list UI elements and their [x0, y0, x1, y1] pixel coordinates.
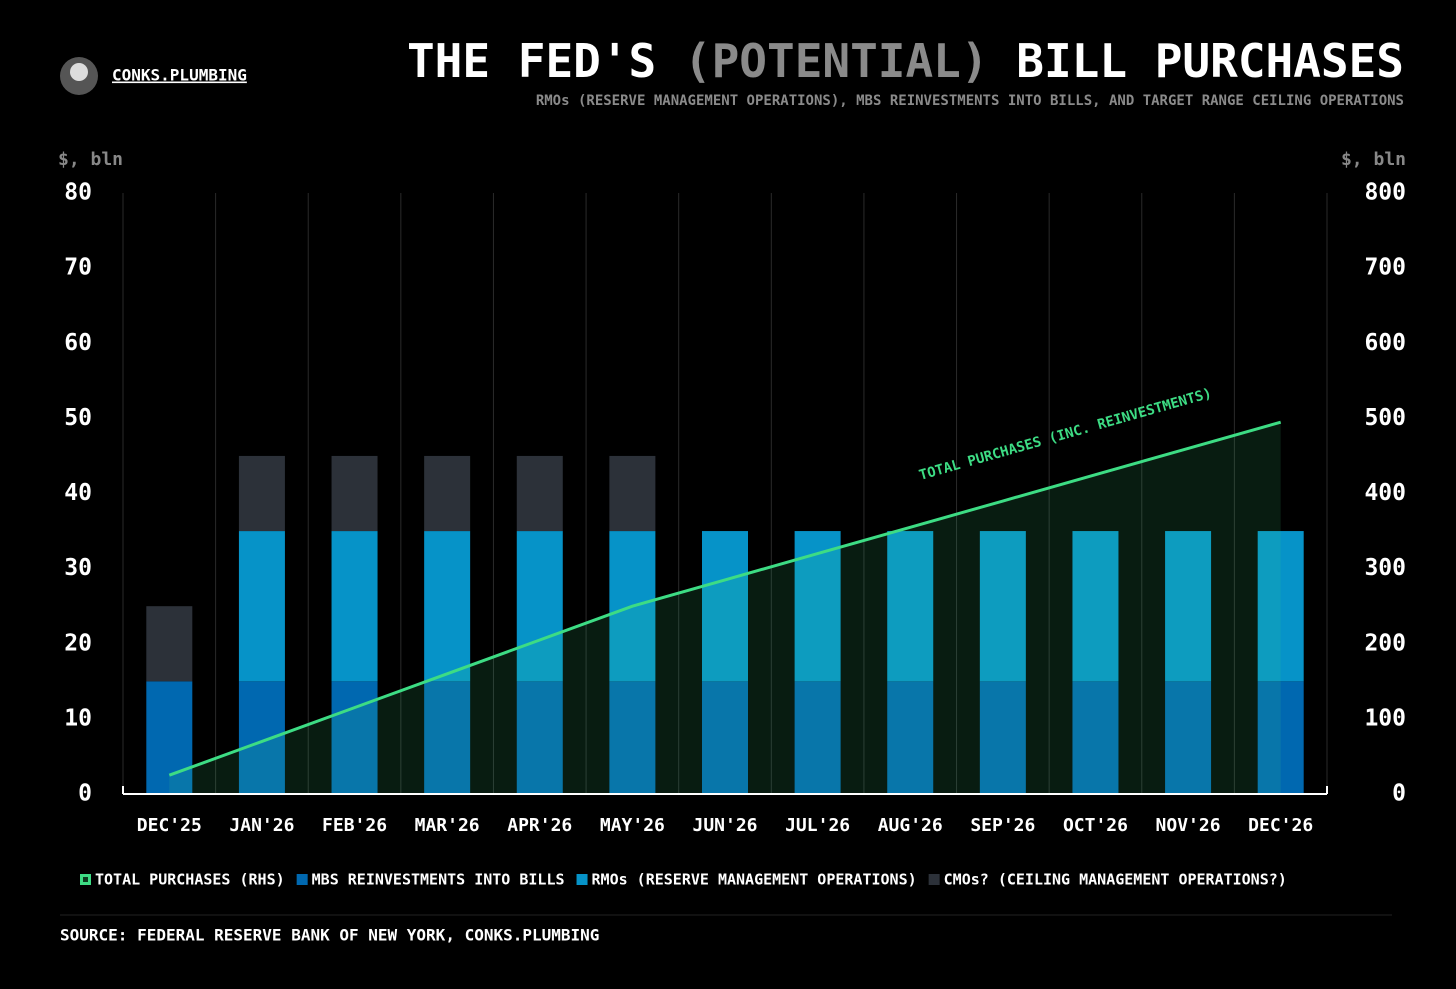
y2-tick-label: 100 — [1364, 705, 1406, 731]
bar — [424, 681, 471, 794]
bar — [702, 531, 748, 682]
x-tick-label: SEP'26 — [970, 815, 1035, 836]
x-tick-label: OCT'26 — [1063, 815, 1128, 836]
bar — [238, 531, 285, 682]
y-tick-label: 40 — [64, 480, 92, 506]
y-axis-label: $, bln — [58, 149, 123, 170]
y2-tick-label: 700 — [1364, 255, 1406, 281]
area — [169, 422, 1281, 794]
y-tick-label: 10 — [64, 705, 92, 731]
y-tick-label: 70 — [64, 255, 92, 281]
y2-tick-label: 800 — [1364, 180, 1406, 206]
x-tick-label: MAR'26 — [415, 815, 480, 836]
x-tick-label: NOV'26 — [1156, 815, 1221, 836]
bar — [516, 681, 563, 794]
bar — [516, 455, 563, 532]
bar — [516, 531, 563, 682]
x-tick-label: DEC'25 — [137, 815, 202, 836]
bar — [331, 681, 378, 794]
brand: CONKS.PLUMBING — [112, 66, 247, 85]
x-tick-label: JUL'26 — [785, 815, 850, 836]
legend-swatch — [928, 874, 940, 885]
brand-logo-face — [70, 63, 88, 81]
bar — [1165, 681, 1212, 794]
bar — [1257, 681, 1304, 794]
bar — [146, 606, 193, 682]
legend-label: TOTAL PURCHASES (RHS) — [95, 871, 285, 889]
bar — [424, 531, 471, 682]
title-part: THE FED'S — [407, 34, 656, 88]
source: SOURCE: FEDERAL RESERVE BANK OF NEW YORK… — [60, 926, 599, 945]
x-tick-label: FEB'26 — [322, 815, 387, 836]
bar — [609, 455, 656, 532]
x-tick-label: JAN'26 — [229, 815, 294, 836]
y-tick-label: 30 — [64, 555, 92, 581]
y2-tick-label: 500 — [1364, 405, 1406, 431]
y-tick-label: 50 — [64, 405, 92, 431]
bar — [424, 455, 471, 532]
y-tick-label: 20 — [64, 630, 92, 656]
bar — [331, 531, 378, 682]
title-part: BILL PURCHASES — [1016, 34, 1404, 88]
x-tick-label: MAY'26 — [600, 815, 665, 836]
x-tick-label: APR'26 — [507, 815, 572, 836]
bar — [979, 531, 1026, 682]
legend-swatch-inner — [83, 877, 88, 882]
bar — [331, 455, 378, 532]
line — [168, 420, 1282, 777]
title-part: (POTENTIAL) — [684, 34, 989, 88]
bar — [887, 531, 934, 682]
chart-title: THE FED'S (POTENTIAL) BILL PURCHASES — [407, 34, 1404, 88]
y2-tick-label: 600 — [1364, 330, 1406, 356]
bar — [1072, 681, 1119, 794]
bar — [1072, 531, 1119, 682]
y2-tick-label: 400 — [1364, 480, 1406, 506]
bar — [702, 681, 748, 794]
bar — [794, 681, 841, 794]
legend-swatch — [576, 874, 588, 885]
y2-axis-label: $, bln — [1341, 149, 1406, 170]
y2-tick-label: 200 — [1364, 630, 1406, 656]
bar — [1257, 531, 1304, 682]
x-tick-label: DEC'26 — [1248, 815, 1313, 836]
x-tick-label: JUN'26 — [692, 815, 757, 836]
y-tick-label: 80 — [64, 180, 92, 206]
subtitle: RMOs (RESERVE MANAGEMENT OPERATIONS), MB… — [536, 93, 1404, 109]
bar — [238, 455, 285, 532]
x-tick-label: AUG'26 — [878, 815, 943, 836]
bar — [1165, 531, 1212, 682]
legend-label: CMOs? (CEILING MANAGEMENT OPERATIONS?) — [944, 871, 1287, 889]
bar — [887, 681, 934, 794]
legend-label: MBS REINVESTMENTS INTO BILLS — [312, 871, 565, 889]
y-tick-label: 0 — [78, 781, 92, 807]
bar — [238, 681, 285, 794]
y-tick-label: 60 — [64, 330, 92, 356]
bar — [794, 531, 841, 682]
bar — [979, 681, 1026, 794]
legend-swatch — [296, 874, 308, 885]
y2-tick-label: 0 — [1392, 781, 1406, 807]
bar — [609, 681, 656, 794]
y2-tick-label: 300 — [1364, 555, 1406, 581]
legend-label: RMOs (RESERVE MANAGEMENT OPERATIONS) — [592, 871, 917, 889]
